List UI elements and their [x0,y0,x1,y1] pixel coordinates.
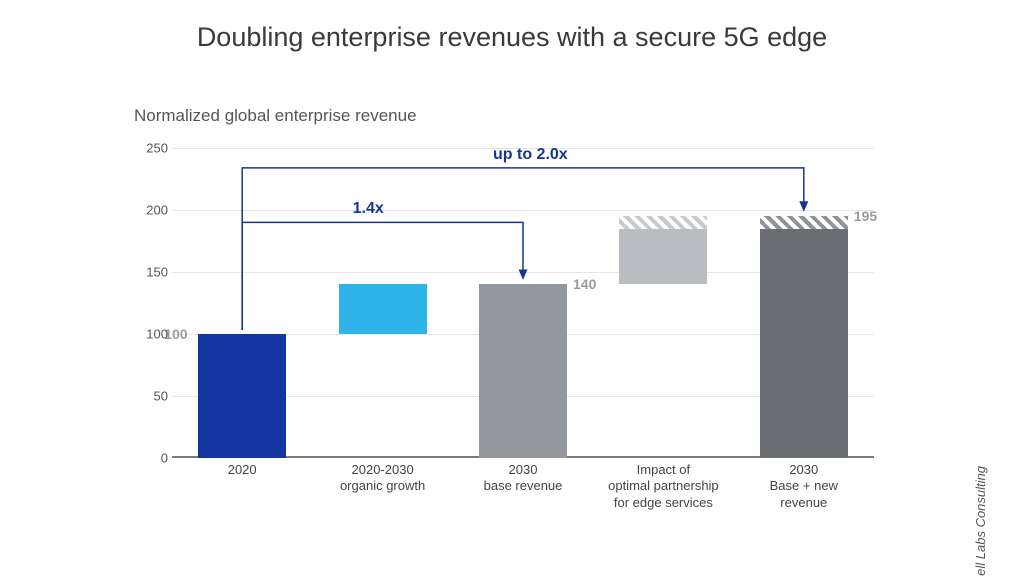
y-tick-label: 100 [134,327,168,342]
x-tick-label: 2030base revenue [457,462,589,495]
bar-segment [760,229,848,458]
bar-segment [619,229,707,285]
y-tick-label: 150 [134,265,168,280]
y-tick-label: 250 [134,141,168,156]
bar-segment [479,284,567,458]
source-attribution: Source: Bell Labs Consulting [973,466,988,576]
y-tick-label: 50 [134,389,168,404]
page: Doubling enterprise revenues with a secu… [0,0,1024,576]
y-tick-label: 200 [134,203,168,218]
bar-chart: 100140195up to 2.0x1.4x 0501001502002502… [134,148,874,488]
bar-segment [339,284,427,334]
gridline [172,210,874,211]
x-tick-label: 2020-2030organic growth [317,462,449,495]
bar-segment [760,216,848,228]
x-tick-label: Impact ofoptimal partnershipfor edge ser… [597,462,729,511]
x-tick-label: 2020 [176,462,308,478]
callout-label: up to 2.0x [493,146,568,164]
y-tick-label: 0 [134,451,168,466]
bar-value-label: 195 [854,208,877,224]
bar-value-label: 140 [573,276,596,292]
plot-area: 100140195up to 2.0x1.4x [172,148,874,458]
bar-segment [619,216,707,228]
x-tick-label: 2030Base + newrevenue [738,462,870,511]
bar-segment [198,334,286,458]
callout-label: 1.4x [353,200,384,218]
page-title: Doubling enterprise revenues with a secu… [0,22,1024,53]
chart-subtitle: Normalized global enterprise revenue [134,106,417,126]
